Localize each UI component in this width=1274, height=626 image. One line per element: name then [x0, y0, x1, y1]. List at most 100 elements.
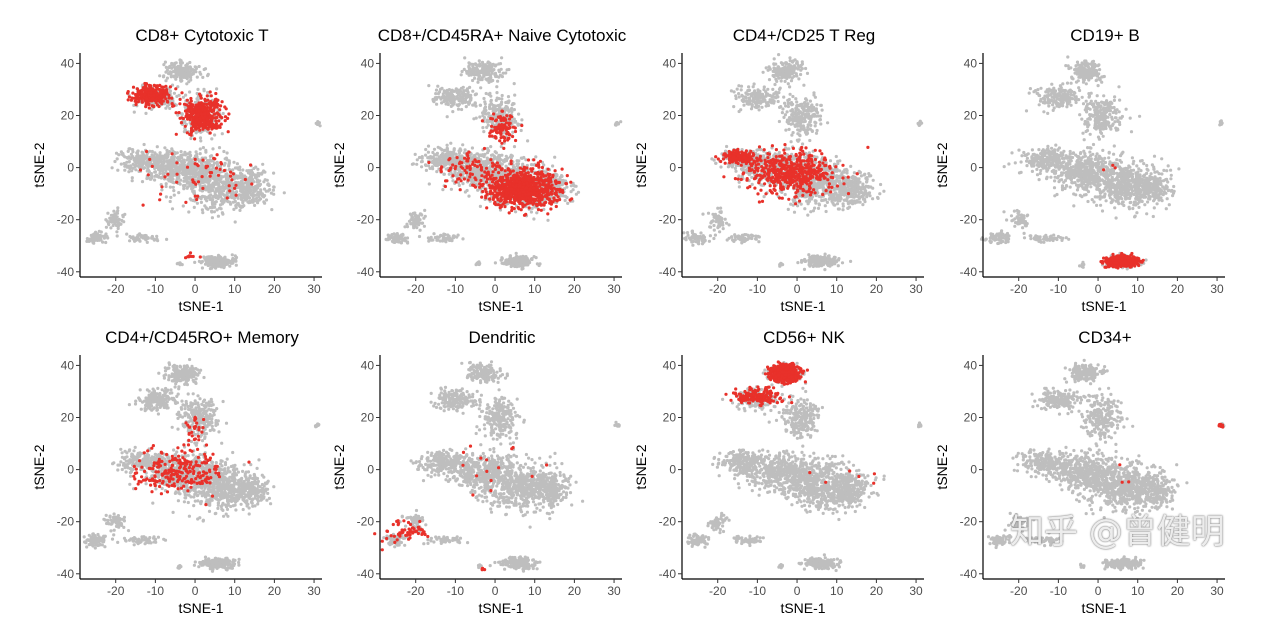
background-point — [195, 171, 199, 175]
background-point — [460, 107, 464, 112]
background-point — [264, 198, 269, 202]
background-point — [228, 264, 232, 268]
background-point — [252, 166, 256, 171]
background-point — [461, 182, 465, 186]
background-point — [482, 73, 486, 77]
highlight-point — [197, 120, 201, 124]
x-tick-label: 20 — [268, 282, 282, 296]
background-point — [513, 93, 517, 97]
background-point — [197, 64, 201, 69]
background-point — [423, 163, 428, 167]
highlight-point — [196, 113, 200, 117]
background-point — [235, 166, 239, 170]
background-point — [166, 155, 170, 159]
background-point — [211, 176, 215, 180]
background-point — [423, 214, 427, 218]
background-point — [477, 154, 482, 158]
background-point — [217, 146, 222, 150]
background-point — [213, 200, 217, 205]
background-point — [152, 237, 156, 241]
background-point — [87, 239, 91, 243]
background-point — [520, 156, 524, 160]
background-point — [463, 56, 467, 60]
background-point — [451, 179, 455, 183]
background-point — [484, 70, 488, 74]
background-point — [225, 151, 229, 155]
highlight-point — [191, 254, 195, 259]
background-point — [145, 169, 149, 173]
highlight-point — [141, 203, 145, 207]
background-point — [239, 204, 244, 208]
background-point — [220, 132, 224, 136]
highlight-point — [147, 83, 151, 87]
highlight-point — [148, 157, 152, 161]
highlight-point — [216, 124, 220, 129]
background-point — [415, 162, 419, 166]
background-point — [155, 234, 159, 238]
background-point — [177, 155, 181, 159]
highlight-point — [189, 99, 193, 103]
background-point — [198, 152, 202, 156]
background-point — [485, 156, 489, 160]
background-point — [413, 211, 417, 215]
background-point — [500, 100, 504, 104]
background-point — [482, 115, 487, 120]
highlight-point — [212, 156, 216, 160]
background-point — [235, 202, 239, 206]
background-point — [204, 177, 208, 181]
background-point — [220, 211, 224, 215]
background-point — [115, 211, 119, 215]
background-point — [239, 173, 243, 177]
background-point — [449, 187, 453, 191]
highlight-point — [144, 82, 148, 86]
highlight-point — [184, 200, 188, 204]
background-point — [160, 188, 164, 192]
background-point — [426, 150, 430, 154]
background-point — [442, 172, 446, 176]
background-point — [168, 70, 172, 74]
background-point — [150, 176, 154, 180]
highlight-point — [193, 137, 197, 141]
background-point — [142, 142, 146, 147]
highlight-point — [203, 112, 207, 116]
highlight-point — [229, 170, 233, 174]
background-point — [216, 261, 220, 265]
highlight-point — [193, 157, 197, 161]
background-point — [412, 226, 416, 230]
highlight-point — [136, 89, 140, 93]
background-point — [386, 238, 390, 242]
highlight-point — [201, 102, 205, 106]
background-point — [214, 187, 219, 191]
background-point — [197, 259, 201, 263]
highlight-point — [150, 104, 154, 108]
background-point — [494, 73, 498, 77]
background-point — [163, 155, 168, 159]
background-point — [185, 82, 189, 86]
background-point — [423, 208, 427, 212]
background-point — [129, 152, 133, 156]
background-point — [153, 170, 157, 174]
background-point — [232, 160, 236, 164]
background-point — [178, 58, 182, 62]
background-point — [478, 78, 482, 82]
highlight-point — [150, 97, 154, 101]
background-point — [401, 238, 405, 242]
background-point — [464, 105, 468, 109]
background-point — [162, 63, 166, 67]
background-point — [178, 182, 182, 186]
background-point — [189, 68, 193, 72]
background-point — [192, 205, 196, 209]
background-point — [204, 261, 208, 265]
background-point — [427, 182, 431, 186]
background-point — [172, 157, 176, 161]
background-point — [504, 108, 508, 112]
background-point — [489, 64, 494, 68]
highlight-point — [223, 115, 228, 119]
background-point — [190, 72, 194, 76]
background-point — [445, 115, 449, 119]
background-point — [417, 218, 421, 222]
background-point — [506, 100, 510, 104]
background-point — [158, 74, 162, 78]
background-point — [447, 172, 451, 176]
background-point — [441, 161, 445, 165]
